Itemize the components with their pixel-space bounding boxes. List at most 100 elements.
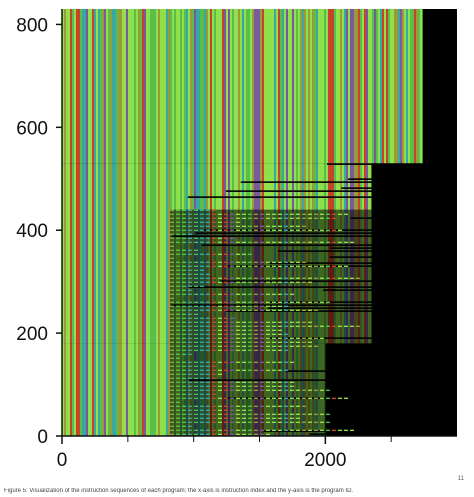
stripe bbox=[118, 163, 120, 344]
row-segment bbox=[217, 397, 222, 400]
row-segment bbox=[289, 389, 294, 392]
row-segment bbox=[235, 301, 240, 304]
stripe bbox=[266, 9, 268, 164]
stripe bbox=[160, 343, 162, 436]
row-segment bbox=[187, 233, 192, 236]
stripe bbox=[392, 9, 394, 164]
row-segment bbox=[325, 413, 330, 416]
row-segment bbox=[289, 321, 294, 324]
row-segment bbox=[187, 329, 192, 332]
row-segment bbox=[205, 305, 210, 308]
row-segment bbox=[295, 213, 300, 216]
row-segment bbox=[253, 421, 258, 424]
row-segment bbox=[265, 321, 270, 324]
row-segment bbox=[211, 261, 216, 264]
stripe bbox=[230, 9, 232, 164]
stripe bbox=[136, 163, 138, 344]
row-segment bbox=[277, 213, 282, 216]
row-segment bbox=[217, 281, 222, 284]
row-segment bbox=[187, 349, 192, 352]
stripe bbox=[148, 163, 150, 344]
row-segment bbox=[187, 361, 192, 364]
row-segment bbox=[217, 277, 222, 280]
row-segment bbox=[199, 341, 204, 344]
row-segment bbox=[271, 381, 276, 384]
stripe bbox=[144, 9, 146, 164]
row-segment bbox=[169, 397, 174, 400]
row-segment bbox=[259, 241, 264, 244]
row-segment bbox=[199, 273, 204, 276]
stripe bbox=[404, 9, 406, 164]
row-segment bbox=[229, 221, 234, 224]
row-segment bbox=[235, 221, 240, 224]
row-segment bbox=[325, 301, 330, 304]
row-segment bbox=[175, 253, 180, 256]
stripe bbox=[298, 9, 300, 164]
row-segment bbox=[199, 365, 204, 368]
row-segment bbox=[223, 261, 228, 264]
row-segment bbox=[211, 229, 216, 232]
row-segment bbox=[283, 341, 288, 344]
row-segment bbox=[181, 285, 186, 288]
row-segment bbox=[211, 341, 216, 344]
row-segment bbox=[199, 237, 204, 240]
row-segment bbox=[235, 429, 240, 432]
row-segment bbox=[295, 345, 300, 348]
stripe bbox=[216, 9, 218, 164]
stripe bbox=[168, 9, 170, 164]
stripe bbox=[138, 9, 140, 164]
stripe bbox=[118, 343, 120, 436]
row-segment bbox=[241, 429, 246, 432]
row-segment bbox=[301, 397, 306, 400]
row-segment bbox=[199, 321, 204, 324]
row-segment bbox=[319, 413, 324, 416]
row-segment bbox=[211, 413, 216, 416]
row-segment bbox=[223, 293, 228, 296]
row-segment bbox=[307, 281, 312, 284]
row-segment bbox=[193, 241, 198, 244]
stripe bbox=[112, 9, 114, 164]
row-segment bbox=[253, 417, 258, 420]
row-segment bbox=[241, 349, 246, 352]
stripe bbox=[120, 9, 122, 164]
stripe bbox=[148, 9, 150, 164]
row-segment bbox=[277, 345, 282, 348]
row-segment bbox=[175, 377, 180, 380]
row-segment bbox=[211, 373, 216, 376]
stripe bbox=[208, 9, 210, 164]
row-segment bbox=[175, 305, 180, 308]
stripe bbox=[62, 163, 64, 344]
row-segment bbox=[307, 413, 312, 416]
row-segment bbox=[253, 341, 258, 344]
stripe bbox=[292, 9, 294, 164]
stripe bbox=[346, 9, 348, 164]
stripe bbox=[300, 9, 302, 164]
row-segment bbox=[211, 213, 216, 216]
row-segment bbox=[169, 313, 174, 316]
row-segment bbox=[193, 385, 198, 388]
row-segment bbox=[295, 389, 300, 392]
row-segment bbox=[211, 429, 216, 432]
stripe bbox=[222, 9, 224, 164]
row-segment bbox=[331, 397, 336, 400]
stripe bbox=[408, 9, 410, 164]
row-segment bbox=[187, 393, 192, 396]
stripe bbox=[288, 9, 290, 164]
row-segment bbox=[211, 385, 216, 388]
row-segment bbox=[223, 421, 228, 424]
row-segment bbox=[199, 389, 204, 392]
row-segment bbox=[289, 217, 294, 220]
row-segment bbox=[229, 369, 234, 372]
stripe bbox=[118, 9, 120, 164]
stripe bbox=[362, 9, 364, 164]
row-segment bbox=[211, 237, 216, 240]
y-tick-label: 600 bbox=[16, 118, 48, 139]
row-segment bbox=[175, 433, 180, 436]
row-segment bbox=[229, 305, 234, 308]
row-segment bbox=[205, 409, 210, 412]
row-segment bbox=[187, 365, 192, 368]
stripe bbox=[66, 163, 68, 344]
stripe bbox=[412, 9, 414, 164]
row-segment bbox=[253, 277, 258, 280]
row-segment bbox=[187, 381, 192, 384]
